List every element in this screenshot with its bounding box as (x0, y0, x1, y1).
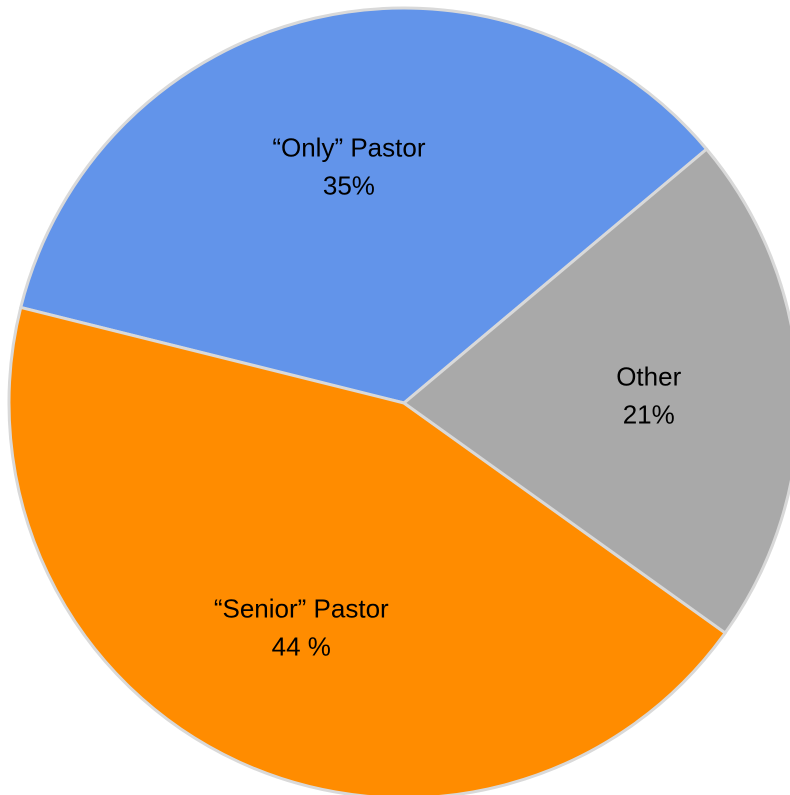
pie-slice-only-pastor (19, 6, 709, 405)
pie-label-other: Other 21% (616, 362, 681, 430)
slice-name-label: “Senior” Pastor (214, 593, 389, 623)
pie-slice-senior-pastor (7, 305, 727, 795)
slice-value-label: 21% (623, 400, 675, 430)
slice-name-label: Other (616, 362, 681, 392)
pie-label-only-pastor: “Only” Pastor 35% (272, 132, 425, 200)
slice-value-label: 35% (323, 170, 375, 200)
slice-name-label: “Only” Pastor (272, 132, 425, 162)
pie-slices (7, 6, 790, 795)
pie-label-senior-pastor: “Senior” Pastor 44 % (214, 593, 389, 661)
slice-value-label: 44 % (272, 631, 331, 661)
pie-slice-other (402, 147, 790, 635)
pie-labels: “Only” Pastor 35% “Senior” Pastor 44 % Other… (214, 132, 682, 661)
